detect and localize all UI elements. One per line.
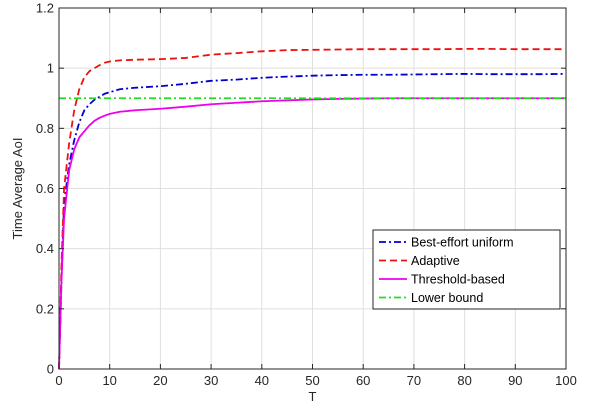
legend-label-2: Threshold-based [411,273,505,287]
x-tick-label: 80 [457,373,471,388]
y-tick-label: 0.8 [36,121,54,136]
x-tick-label: 90 [508,373,522,388]
x-tick-label: 40 [255,373,269,388]
y-tick-label: 1 [47,61,54,76]
legend-label-3: Lower bound [411,291,483,305]
x-tick-label: 60 [356,373,370,388]
tick-labels: 0 10 20 30 40 50 60 70 80 90 100 0 0.2 0.4 0.6 0.8 1 1.2 [36,1,577,389]
x-tick-label: 50 [305,373,319,388]
x-tick-label: 30 [204,373,218,388]
y-tick-label: 1.2 [36,1,54,16]
x-tick-label: 70 [407,373,421,388]
x-tick-label: 100 [555,373,577,388]
x-tick-label: 20 [153,373,167,388]
x-tick-label: 10 [102,373,116,388]
x-axis-label: T [309,389,317,404]
ticks [58,7,567,370]
y-axis-label: Time Average AoI [10,138,25,240]
y-tick-label: 0.2 [36,301,54,316]
y-tick-label: 0.4 [36,241,54,256]
series-layer [58,48,567,370]
x-tick-label: 0 [55,373,62,388]
y-tick-label: 0.6 [36,181,54,196]
legend-label-0: Best-effort uniform [411,236,514,250]
grid [59,8,566,369]
y-tick-label: 0 [47,362,54,377]
legend-box [372,229,561,310]
legend: Best-effort uniform Adaptive Threshold-bas… [372,229,561,310]
series-line-1 [58,48,566,370]
legend-label-1: Adaptive [411,254,460,268]
